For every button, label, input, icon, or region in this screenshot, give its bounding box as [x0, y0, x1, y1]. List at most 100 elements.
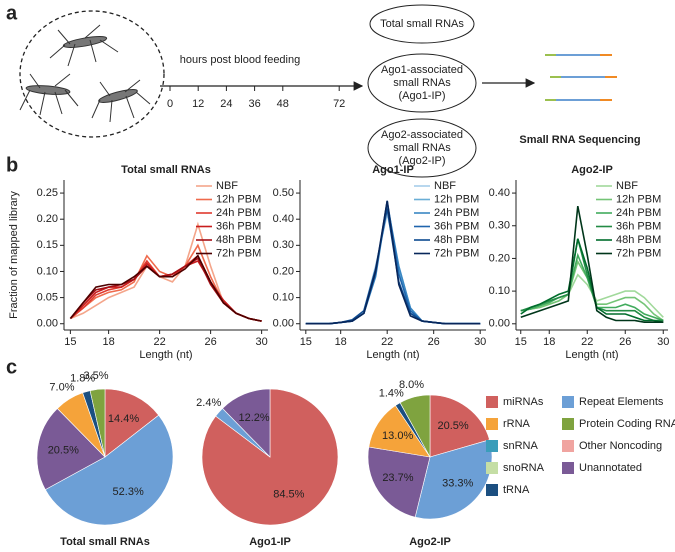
pie-slice: [104, 388, 160, 458]
x-tick-label: 22: [581, 336, 593, 348]
library-box: [369, 4, 475, 44]
x-tick-label: 18: [543, 336, 555, 348]
pie-value-label: 20.5%: [48, 445, 79, 457]
timeline-tick-label: 12: [192, 98, 204, 110]
timeline-tick-label: 72: [333, 98, 345, 110]
pie-value-label: 14.4%: [108, 413, 139, 425]
legend-swatch: [562, 396, 574, 408]
library-label: Ago1-associated: [381, 64, 463, 76]
x-tick-label: 18: [103, 336, 115, 348]
y-tick-label: 0.00: [273, 318, 294, 330]
pie-slice: [89, 388, 106, 458]
read-icons: [545, 54, 617, 101]
pie-slice: [414, 439, 493, 520]
x-tick-label: 22: [154, 336, 166, 348]
legend-label: Other Noncoding: [579, 440, 662, 452]
pie-value-label: 3.5%: [83, 370, 108, 382]
legend-label: Unannotated: [579, 462, 642, 474]
series-line: [69, 260, 262, 322]
legend-label: 48h PBM: [434, 234, 479, 246]
pie-value-label: 84.5%: [273, 489, 304, 501]
x-tick-label: 26: [619, 336, 631, 348]
pie-value-label: 2.4%: [196, 397, 221, 409]
series-line: [520, 238, 664, 323]
y-tick-label: 0.10: [37, 265, 58, 277]
legend-label: NBF: [216, 180, 238, 192]
y-tick-label: 0.50: [273, 187, 294, 199]
legend-label: 24h PBM: [616, 207, 661, 219]
x-tick-label: 22: [381, 336, 393, 348]
pie-slice: [44, 414, 174, 526]
x-tick-label: 30: [474, 336, 486, 348]
pie-value-label: 1.8%: [70, 372, 95, 384]
legend-swatch: [486, 484, 498, 496]
y-tick-label: 0.00: [37, 318, 58, 330]
pie-value-label: 8.0%: [399, 379, 424, 391]
legend-swatch: [486, 440, 498, 452]
library-label: (Ago1-IP): [398, 90, 445, 102]
library-label: Ago2-associated: [381, 129, 463, 141]
timeline-ticks: 0 12 24 36 48 72: [167, 86, 345, 110]
legend-label: Protein Coding RNA: [579, 418, 675, 430]
legend-label: 72h PBM: [616, 247, 661, 259]
legend-swatch: [562, 418, 574, 430]
chart-title: Total small RNAs: [121, 164, 211, 176]
y-tick-label: 0.05: [37, 292, 58, 304]
chart-title: Ago1-IP: [249, 536, 291, 548]
pie-value-label: 20.5%: [437, 420, 468, 432]
library-label: Total small RNAs: [380, 18, 464, 30]
legend-label: tRNA: [503, 484, 530, 496]
y-tick-label: 0.40: [489, 187, 510, 199]
y-tick-label: 0.20: [37, 213, 58, 225]
legend-label: 24h PBM: [216, 207, 261, 219]
pie-slice: [399, 394, 431, 458]
panel-letter: b: [6, 154, 18, 176]
y-tick-label: 0.25: [37, 187, 58, 199]
x-tick-label: 15: [64, 336, 76, 348]
pie-value-label: 13.0%: [382, 430, 413, 442]
y-tick-label: 0.30: [489, 220, 510, 232]
library-label: (Ago2-IP): [398, 155, 445, 167]
series-line: [69, 254, 262, 322]
legend-swatch: [562, 440, 574, 452]
pie-value-label: 33.3%: [442, 478, 473, 490]
legend-label: 24h PBM: [434, 207, 479, 219]
legend-label: 12h PBM: [616, 193, 661, 205]
y-tick-label: 0.15: [37, 239, 58, 251]
chart-title: Total small RNAs: [60, 536, 150, 548]
timeline-tick-label: 0: [167, 98, 173, 110]
y-tick-label: 0.10: [489, 285, 510, 297]
series-line: [305, 200, 481, 325]
mosquito-icons: [19, 24, 151, 123]
pie-value-label: 7.0%: [49, 382, 74, 394]
chart-title: Ago1-IP: [372, 164, 414, 176]
x-axis-label: Length (nt): [366, 349, 419, 361]
x-tick-label: 26: [428, 336, 440, 348]
pie-value-label: 12.2%: [238, 412, 269, 424]
legend-label: 72h PBM: [216, 247, 261, 259]
x-tick-label: 15: [300, 336, 312, 348]
panel-letter: a: [6, 2, 18, 24]
x-tick-label: 26: [205, 336, 217, 348]
library-box: [367, 53, 477, 113]
output-label: Small RNA Sequencing: [519, 134, 640, 146]
legend-label: 72h PBM: [434, 247, 479, 259]
chart-title: Ago2-IP: [409, 536, 451, 548]
pie-slice: [429, 394, 490, 458]
legend-label: rRNA: [503, 418, 531, 430]
series-line: [520, 205, 664, 323]
timeline-tick-label: 24: [220, 98, 232, 110]
pie-value-label: 1.4%: [379, 387, 404, 399]
panel-letter: c: [6, 356, 17, 378]
legend-label: NBF: [434, 180, 456, 192]
x-axis-label: Length (nt): [565, 349, 618, 361]
legend-swatch: [562, 462, 574, 474]
pie-slice: [222, 388, 271, 458]
legend-label: 36h PBM: [216, 220, 261, 232]
timeline-tick-label: 36: [248, 98, 260, 110]
legend-label: 12h PBM: [216, 193, 261, 205]
y-axis-label: Fraction of mapped library: [8, 191, 20, 319]
legend-swatch: [486, 396, 498, 408]
legend-label: 48h PBM: [216, 234, 261, 246]
